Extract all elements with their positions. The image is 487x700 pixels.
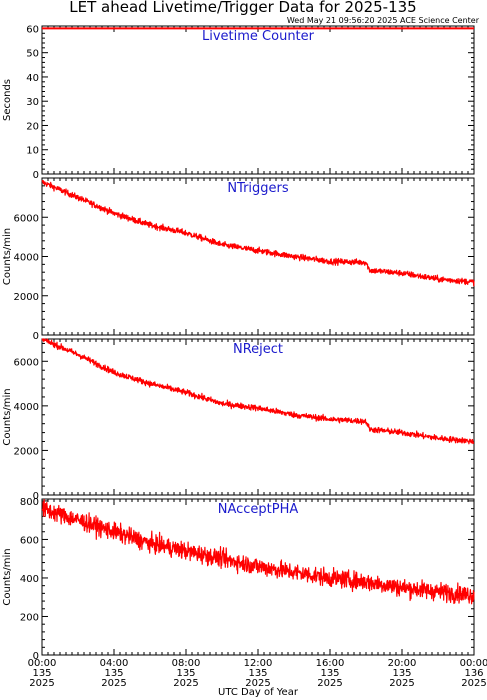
y-tick-label: 200 bbox=[20, 612, 39, 623]
panel-3: 0 2000 4000 6000 Counts/min NReject bbox=[2, 338, 475, 502]
y-axis-label: Counts/min bbox=[2, 548, 13, 605]
series-line bbox=[41, 338, 475, 445]
y-axis-label: Seconds bbox=[2, 79, 13, 121]
y-tick-label: 600 bbox=[20, 535, 39, 546]
x-tick-label: 2025 bbox=[389, 678, 414, 689]
x-tick-label: 16:00 bbox=[316, 658, 345, 669]
y-tick-label: 0 bbox=[33, 170, 39, 181]
y-tick-label: 2000 bbox=[14, 446, 39, 457]
x-tick-label: 2025 bbox=[461, 678, 486, 689]
x-axis-title: UTC Day of Year bbox=[218, 687, 299, 698]
x-tick-label: 136 bbox=[464, 668, 483, 679]
y-tick-label: 4000 bbox=[14, 253, 39, 264]
x-tick-label: 135 bbox=[392, 668, 411, 679]
y-tick-label: 2000 bbox=[14, 292, 39, 303]
y-tick-label: 400 bbox=[20, 574, 39, 585]
x-tick-label: 20:00 bbox=[388, 658, 417, 669]
x-tick-label: 135 bbox=[32, 668, 51, 679]
panel-label: NTriggers bbox=[227, 181, 289, 196]
x-tick-label: 00:00 bbox=[460, 658, 487, 669]
panels: 0 10 20 30 40 50 60 Seconds Livetime Counter 0 200… bbox=[2, 24, 475, 662]
x-tick-label: 135 bbox=[248, 668, 267, 679]
panel-frame bbox=[41, 177, 475, 336]
y-tick-label: 10 bbox=[26, 146, 39, 157]
series-line bbox=[41, 180, 475, 287]
series-line bbox=[41, 498, 475, 605]
panel-1: 0 10 20 30 40 50 60 Seconds Livetime Counter bbox=[2, 24, 475, 181]
panel-label: Livetime Counter bbox=[202, 29, 315, 44]
panel-label: NReject bbox=[233, 342, 283, 357]
y-tick-label: 50 bbox=[26, 49, 39, 60]
x-tick-label: 2025 bbox=[317, 678, 342, 689]
panel-frame bbox=[41, 338, 475, 496]
y-tick-label: 0 bbox=[33, 651, 39, 662]
panel-label: NAcceptPHA bbox=[218, 502, 299, 517]
panel-frame bbox=[41, 498, 475, 656]
y-tick-label: 60 bbox=[26, 24, 39, 35]
x-tick-label: 04:00 bbox=[100, 658, 129, 669]
y-tick-label: 800 bbox=[20, 497, 39, 508]
x-tick-label: 2025 bbox=[29, 678, 54, 689]
x-tick-label: 12:00 bbox=[244, 658, 273, 669]
y-axis-label: Counts/min bbox=[2, 388, 13, 445]
timestamp: Wed May 21 09:56:20 2025 ACE Science Cen… bbox=[287, 16, 480, 25]
y-axis-label: Counts/min bbox=[2, 228, 13, 285]
x-tick-label: 2025 bbox=[173, 678, 198, 689]
y-tick-label: 20 bbox=[26, 121, 39, 132]
x-tick-label: 2025 bbox=[245, 678, 270, 689]
panel-4: 0 200 400 600 800 Counts/min NAcceptPHA bbox=[2, 497, 475, 662]
x-tick-label: 2025 bbox=[101, 678, 126, 689]
panel-frame bbox=[41, 25, 475, 175]
x-tick-label: 135 bbox=[320, 668, 339, 679]
x-tick-label: 135 bbox=[104, 668, 123, 679]
x-tick-label: 00:00 bbox=[28, 658, 57, 669]
chart-title: LET ahead Livetime/Trigger Data for 2025… bbox=[69, 0, 416, 16]
y-tick-label: 30 bbox=[26, 97, 39, 108]
x-axis-labels: 00:00135202504:00135202508:00135202512:0… bbox=[28, 658, 487, 689]
y-tick-label: 0 bbox=[33, 491, 39, 502]
y-tick-label: 6000 bbox=[14, 357, 39, 368]
y-tick-label: 0 bbox=[33, 331, 39, 342]
x-tick-label: 08:00 bbox=[172, 658, 201, 669]
y-tick-label: 40 bbox=[26, 73, 39, 84]
y-tick-label: 4000 bbox=[14, 402, 39, 413]
x-tick-label: 135 bbox=[176, 668, 195, 679]
y-tick-label: 6000 bbox=[14, 213, 39, 224]
